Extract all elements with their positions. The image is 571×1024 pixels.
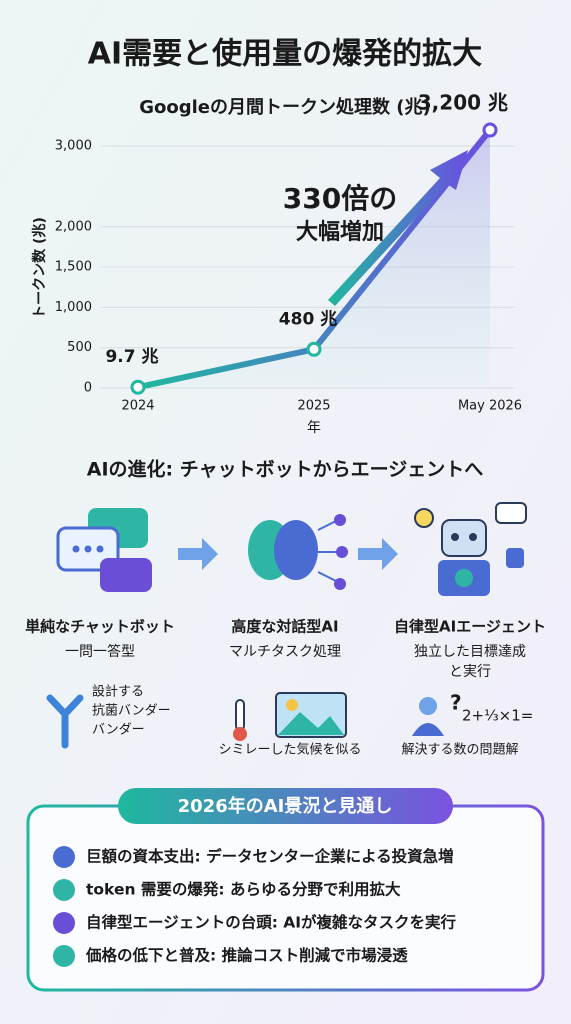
flow-arrow: [358, 538, 398, 570]
outlook-list: 巨額の資本支出: データセンター企業による投資急増 token 需要の爆発: あら…: [53, 846, 457, 967]
stage-desc: 独立した目標達成: [414, 644, 526, 660]
value-label: 3,200 兆: [418, 91, 508, 115]
annotation: 330倍の: [283, 182, 397, 215]
brain-icon: [248, 514, 348, 590]
antibody-icon: [46, 694, 84, 749]
x-axis-label: 年: [307, 420, 321, 436]
stage-desc: 一問一答型: [65, 643, 135, 660]
chat-icon: [56, 508, 152, 592]
y-tick-label: 500: [67, 340, 92, 355]
math-icon: ?: [412, 691, 462, 736]
bullet-icon: [53, 945, 75, 967]
value-label: 9.7 兆: [105, 347, 158, 367]
x-tick-label: 2025: [297, 399, 330, 414]
y-axis-label: トークン数 (兆): [31, 217, 48, 319]
outlook-title-pill: [118, 788, 453, 824]
climate-icon: [233, 692, 347, 741]
outlook-title: 2026年のAI景況と見通し: [178, 795, 393, 817]
outlook-item: 巨額の資本支出: データセンター企業による投資急増: [86, 847, 454, 866]
flow-arrow: [178, 538, 218, 570]
svg-text:?: ?: [450, 691, 462, 715]
example-text: 抗菌バンダー: [92, 704, 171, 719]
annotation: 大幅増加: [296, 219, 384, 245]
chart: 0 500 1,000 1,500 2,000 3,000 2024 2025 May 2026…: [55, 91, 522, 414]
point: [130, 379, 146, 395]
bullet-icon: [53, 879, 75, 901]
bullet-icon: [53, 846, 75, 868]
point: [482, 122, 498, 138]
stage-title: 高度な対話型AI: [231, 618, 338, 636]
x-tick-label: May 2026: [458, 399, 522, 414]
y-tick-label: 2,000: [55, 219, 92, 234]
y-tick-label: 3,000: [55, 139, 92, 154]
y-tick-label: 1,500: [55, 260, 92, 275]
y-tick-label: 0: [84, 381, 92, 396]
outlook-item: 自律型エージェントの台頭: AIが複雑なタスクを実行: [86, 913, 457, 932]
stage-title: 自律型AIエージェント: [394, 618, 546, 636]
section-title: AIの進化: チャットボットからエージェントへ: [87, 458, 483, 481]
stage-desc: と実行: [449, 664, 491, 680]
stage-desc: マルチタスク処理: [229, 644, 341, 660]
y-tick-label: 1,000: [55, 300, 92, 315]
chart-title: Googleの月間トークン処理数 (兆): [139, 96, 431, 118]
math-text: 2+⅓×1=: [462, 707, 533, 725]
robot-icon: [414, 502, 527, 596]
outlook-item: 価格の低下と普及: 推論コスト削減で市場浸透: [85, 946, 408, 965]
page-title: AI需要と使用量の爆発的拡大: [88, 37, 482, 72]
bullet-icon: [53, 912, 75, 934]
value-label: 480 兆: [279, 309, 337, 329]
x-tick-label: 2024: [121, 399, 154, 414]
example-text: シミレーした気候を似る: [218, 742, 361, 758]
example-text: 解決する数の問題解: [401, 743, 518, 758]
outlook-item: token 需要の爆発: あらゆる分野で利用拡大: [86, 880, 401, 899]
point: [306, 341, 322, 357]
area: [138, 130, 490, 388]
stage-title: 単純なチャットボット: [25, 618, 175, 636]
example-text: 設計する: [92, 684, 144, 700]
example-text: バンダー: [92, 723, 145, 738]
growth-arrow: [328, 150, 468, 306]
